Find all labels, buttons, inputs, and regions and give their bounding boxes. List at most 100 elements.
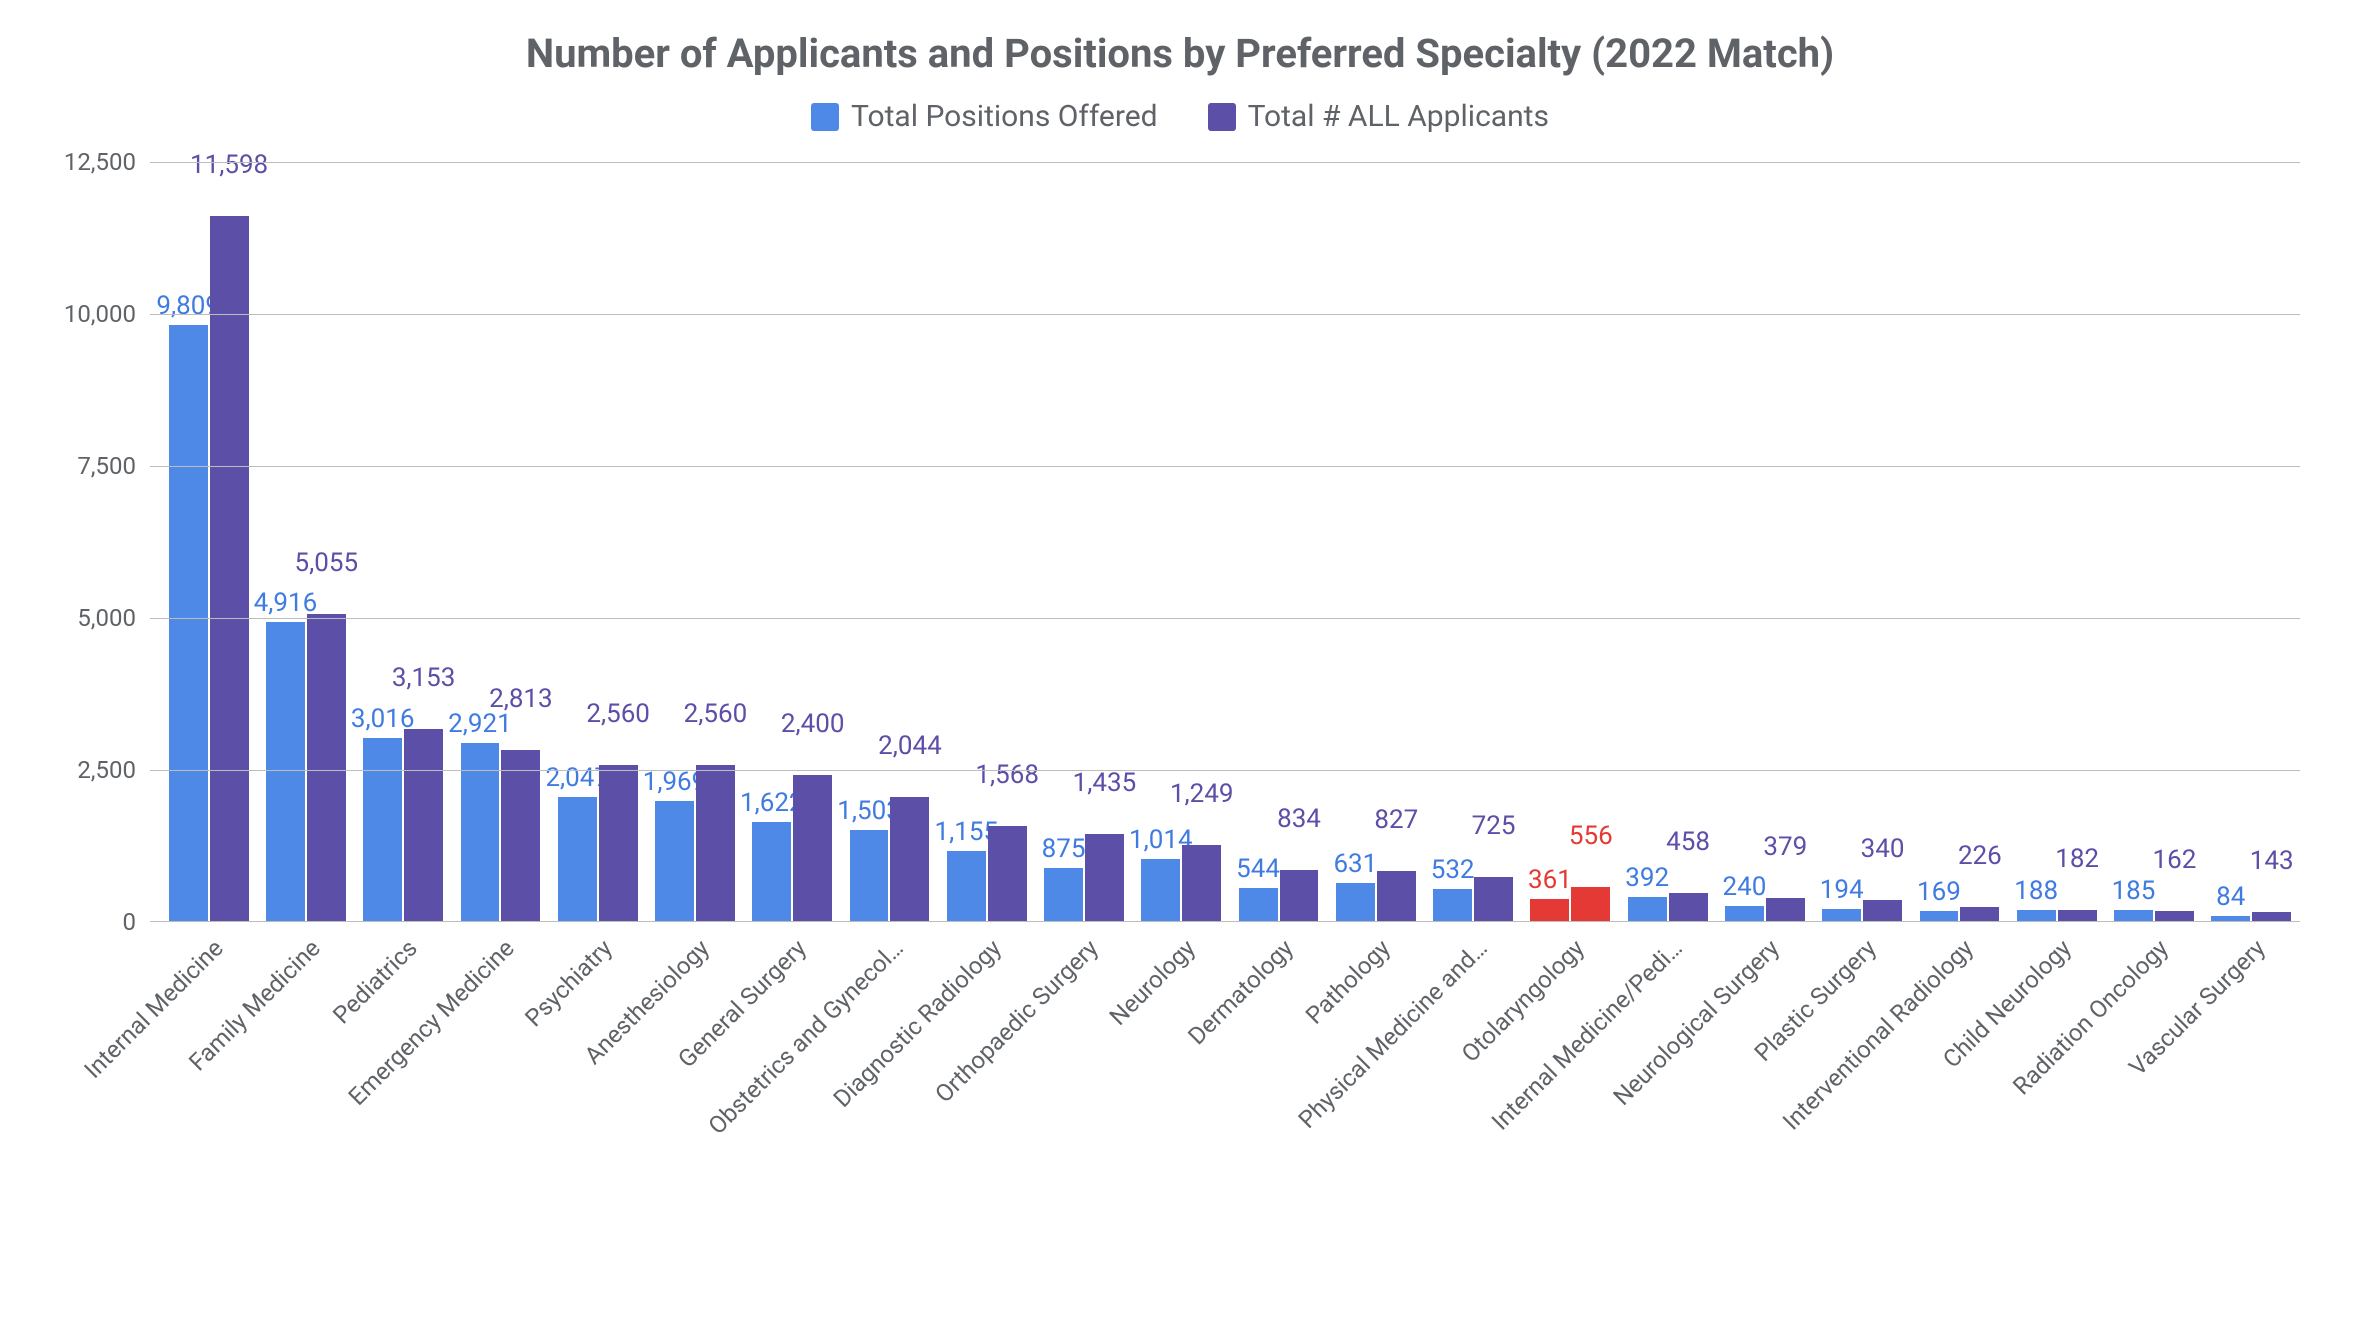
bar-positions: 1,969 <box>655 801 694 921</box>
legend-label-positions: Total Positions Offered <box>851 99 1158 134</box>
bar-label-applicants: 458 <box>1666 827 1710 857</box>
legend-swatch-positions <box>811 103 839 131</box>
bar-applicants: 725 <box>1474 877 1513 921</box>
bar-positions: 188 <box>2017 910 2056 921</box>
bar-label-applicants: 2,813 <box>489 684 553 714</box>
bar-applicants: 2,044 <box>890 797 929 921</box>
bar-label-applicants: 340 <box>1861 834 1905 864</box>
bar-label-applicants: 2,400 <box>781 709 845 739</box>
bar-applicants: 556 <box>1571 887 1610 921</box>
bar-positions: 631 <box>1336 883 1375 921</box>
category-group: 631827 <box>1327 162 1424 921</box>
bar-applicants: 226 <box>1960 907 1999 921</box>
bar-label-applicants: 3,153 <box>392 663 456 693</box>
bar-label-positions: 392 <box>1625 863 1669 893</box>
bar-positions: 875 <box>1044 868 1083 921</box>
category-group: 1,0141,249 <box>1133 162 1230 921</box>
category-group: 1,9692,560 <box>646 162 743 921</box>
bar-label-positions: 84 <box>2216 882 2245 912</box>
plot: 9,80911,5984,9165,0553,0163,1532,9212,81… <box>40 162 2320 1182</box>
bar-positions: 9,809 <box>169 325 208 921</box>
bar-applicants: 458 <box>1669 893 1708 921</box>
bar-label-applicants: 2,560 <box>684 699 748 729</box>
y-tick-label: 10,000 <box>64 300 150 328</box>
x-label-cell: Neurology <box>1133 922 1230 1182</box>
category-group: 532725 <box>1424 162 1521 921</box>
x-label-cell: Dermatology <box>1230 922 1327 1182</box>
category-group: 9,80911,598 <box>160 162 257 921</box>
bar-applicants: 834 <box>1280 870 1319 921</box>
bar-applicants: 1,568 <box>988 826 1027 921</box>
category-group: 392458 <box>1619 162 1716 921</box>
bar-applicants: 340 <box>1863 900 1902 921</box>
bar-label-applicants: 226 <box>1958 841 2002 871</box>
x-label-cell: Emergency Medicine <box>452 922 549 1182</box>
bar-label-positions: 188 <box>2014 876 2058 906</box>
bar-label-applicants: 143 <box>2250 846 2294 876</box>
bar-label-applicants: 2,044 <box>878 731 942 761</box>
bar-positions: 4,916 <box>266 622 305 921</box>
bar-label-positions: 185 <box>2112 876 2156 906</box>
y-tick-label: 12,500 <box>64 148 150 176</box>
bar-positions: 2,047 <box>558 797 597 921</box>
x-axis-labels: Internal MedicineFamily MedicinePediatri… <box>150 922 2300 1182</box>
bar-positions: 544 <box>1239 888 1278 921</box>
bar-applicants: 1,249 <box>1182 845 1221 921</box>
bar-applicants: 5,055 <box>307 614 346 921</box>
bar-applicants: 162 <box>2155 911 2194 921</box>
category-group: 169226 <box>1911 162 2008 921</box>
bar-positions: 392 <box>1628 897 1667 921</box>
bar-label-positions: 240 <box>1723 872 1767 902</box>
x-label-cell: Orthopaedic Surgery <box>1035 922 1132 1182</box>
chart-container: Number of Applicants and Positions by Pr… <box>0 0 2360 1342</box>
category-group: 3,0163,153 <box>355 162 452 921</box>
bar-label-positions: 194 <box>1820 875 1864 905</box>
bar-positions: 1,503 <box>850 830 889 921</box>
bar-applicants: 2,813 <box>501 750 540 921</box>
bar-applicants: 143 <box>2252 912 2291 921</box>
bar-positions: 3,016 <box>363 738 402 921</box>
bar-applicants: 11,598 <box>210 216 249 921</box>
category-group: 1,6222,400 <box>744 162 841 921</box>
bar-label-positions: 169 <box>1917 877 1961 907</box>
category-group: 185162 <box>2105 162 2202 921</box>
bar-label-applicants: 182 <box>2055 844 2099 874</box>
category-group: 8751,435 <box>1035 162 1132 921</box>
legend-item-applicants: Total # ALL Applicants <box>1208 99 1549 134</box>
bar-positions: 169 <box>1920 911 1959 921</box>
bar-label-positions: 631 <box>1333 849 1377 879</box>
bar-label-positions: 532 <box>1431 855 1475 885</box>
gridline <box>150 314 2300 315</box>
y-tick-label: 0 <box>123 908 151 936</box>
category-group: 4,9165,055 <box>257 162 354 921</box>
x-label-cell: Vascular Surgery <box>2203 922 2300 1182</box>
bar-applicants: 1,435 <box>1085 834 1124 921</box>
bars-row: 9,80911,5984,9165,0553,0163,1532,9212,81… <box>150 162 2300 921</box>
chart-title: Number of Applicants and Positions by Pr… <box>40 30 2320 77</box>
legend-item-positions: Total Positions Offered <box>811 99 1158 134</box>
y-tick-label: 2,500 <box>77 756 150 784</box>
gridline <box>150 162 2300 163</box>
bar-applicants: 2,560 <box>696 765 735 921</box>
bar-positions: 1,014 <box>1141 859 1180 921</box>
bar-applicants: 3,153 <box>404 729 443 921</box>
bar-label-applicants: 2,560 <box>586 699 650 729</box>
x-label-cell: Family Medicine <box>257 922 354 1182</box>
category-group: 194340 <box>1814 162 1911 921</box>
category-group: 544834 <box>1230 162 1327 921</box>
category-group: 2,0472,560 <box>549 162 646 921</box>
category-group: 240379 <box>1716 162 1813 921</box>
category-group: 188182 <box>2008 162 2105 921</box>
bar-label-positions: 875 <box>1042 834 1086 864</box>
gridline <box>150 770 2300 771</box>
category-group: 84143 <box>2203 162 2300 921</box>
bar-applicants: 379 <box>1766 898 1805 921</box>
y-tick-label: 7,500 <box>77 452 150 480</box>
bar-positions: 1,155 <box>947 851 986 921</box>
bar-positions: 361 <box>1530 899 1569 921</box>
bar-label-applicants: 162 <box>2152 845 2196 875</box>
bar-label-applicants: 834 <box>1277 804 1321 834</box>
bar-positions: 240 <box>1725 906 1764 921</box>
bar-positions: 84 <box>2211 916 2250 921</box>
bar-positions: 532 <box>1433 889 1472 921</box>
